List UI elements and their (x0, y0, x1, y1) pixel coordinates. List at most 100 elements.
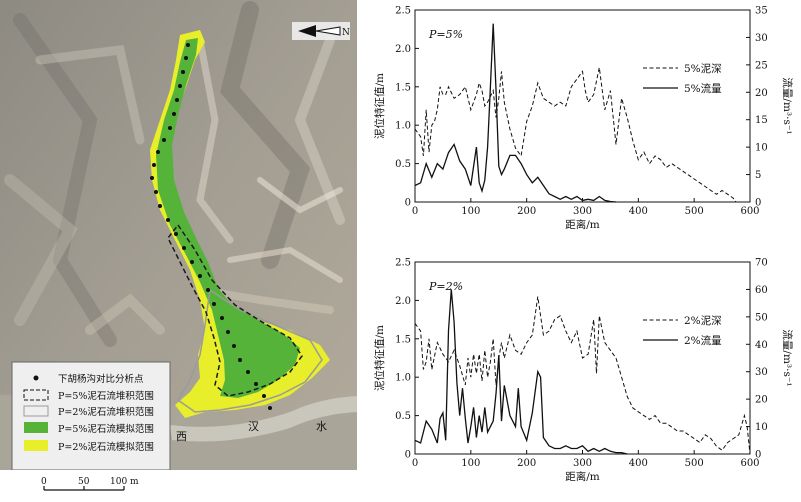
comparison-point (154, 190, 158, 194)
p2-deposition-outline (176, 288, 323, 413)
comparison-point (206, 288, 210, 292)
p5-simulation-area (156, 38, 300, 398)
y2-tick-label: 60 (755, 285, 768, 296)
x-tick-label: 100 (461, 206, 480, 217)
chart-legend: 5%泥深 5%流量 (643, 62, 722, 95)
y-tick-label: 1.5 (395, 334, 411, 345)
comparison-point (158, 204, 162, 208)
comparison-point (152, 163, 156, 167)
legend-yellow-symbol (24, 440, 48, 451)
x-tick-label: 500 (685, 206, 704, 217)
comparison-point (220, 316, 224, 320)
legend-label-p2-deposition: P=2%泥石流堆积范围 (58, 406, 154, 418)
chart-p5: 0 100 200 300 400 500 60000.51.01.52.02.505101… (373, 6, 794, 232)
y2-axis-label: 流量/m³·s⁻¹ (781, 329, 794, 386)
comparison-point (178, 84, 182, 88)
y-axis-label: 泥位特征值/m (373, 73, 386, 139)
y2-tick-label: 70 (755, 258, 768, 269)
y-tick-label: 1.5 (395, 82, 411, 93)
chart-p2: 0 100 200 300 400 500 60000.51.01.52.02.501020… (373, 258, 794, 484)
y-tick-label: 2.0 (395, 44, 411, 55)
legend-entry-label: 5%泥深 (684, 62, 722, 75)
y-tick-label: 1.0 (395, 121, 411, 132)
scale-tick-0: 0 (41, 477, 47, 487)
legend-entry-label: 2%泥深 (684, 314, 722, 327)
y2-axis-label: 流量/m³·s⁻¹ (781, 77, 794, 134)
comparison-point (168, 126, 172, 130)
legend-gray-symbol (23, 405, 49, 417)
depth-series-line (414, 296, 751, 455)
y-tick-label: 2.0 (395, 296, 411, 307)
comparison-point (175, 98, 179, 102)
debris-flow-map: N 西 汉 水 下胡杨沟对比分析点 P=5%泥石流堆积范围 P=2%泥石流堆积范… (0, 0, 357, 502)
y2-tick-label: 10 (755, 143, 768, 154)
x-tick-label: 100 (461, 458, 480, 469)
discharge-series-line (414, 289, 628, 455)
legend-entry-label: 5%流量 (684, 82, 722, 95)
y-tick-label: 0 (405, 198, 411, 209)
comparison-point (162, 138, 166, 142)
comparison-point (181, 70, 185, 74)
y2-tick-label: 20 (755, 395, 768, 406)
x-tick-label: 300 (573, 206, 592, 217)
north-arrow: N (292, 22, 350, 40)
legend-label-p2-simulation: P=2%泥石流模拟范围 (58, 441, 154, 453)
comparison-point (150, 176, 154, 180)
y-tick-label: 0 (405, 450, 411, 461)
scale-bar: 0 50 100 m (0, 470, 357, 502)
map-legend: 下胡杨沟对比分析点 P=5%泥石流堆积范围 P=2%泥石流堆积范围 P=5%泥石… (11, 361, 171, 471)
comparison-point (226, 330, 230, 334)
comparison-points (150, 43, 272, 410)
y2-tick-label: 50 (755, 312, 768, 323)
y-tick-label: 2.5 (395, 6, 411, 17)
x-tick-label: 200 (517, 458, 536, 469)
y2-tick-label: 25 (755, 60, 768, 71)
legend-green-symbol (24, 422, 48, 433)
discharge-series-line (414, 23, 617, 203)
y-axis-label: 泥位特征值/m (373, 325, 386, 391)
legend-label-p5-deposition: P=5%泥石流堆积范围 (58, 390, 154, 402)
chart-legend: 2%泥深 2%流量 (643, 314, 722, 347)
x-axis-label: 距离/m (565, 218, 600, 231)
x-tick-label: 400 (629, 458, 648, 469)
p5-deposition-outline (167, 223, 303, 397)
comparison-point (182, 246, 186, 250)
comparison-point (268, 406, 272, 410)
depth-series-line (414, 67, 737, 203)
y2-tick-label: 40 (755, 340, 768, 351)
comparison-point (238, 358, 242, 362)
comparison-point (190, 260, 194, 264)
scale-tick-100: 100 m (110, 477, 139, 487)
comparison-point (262, 394, 266, 398)
river-channel (170, 396, 357, 442)
x-tick-label: 500 (685, 458, 704, 469)
x-tick-label: 200 (517, 206, 536, 217)
river-label-shui: 水 (316, 420, 327, 433)
x-tick-label: 400 (629, 206, 648, 217)
river-label-xi: 西 (176, 430, 187, 443)
x-tick-label: 0 (412, 206, 418, 217)
y2-tick-label: 30 (755, 33, 768, 44)
x-axis-label: 距离/m (565, 470, 600, 483)
x-tick-label: 600 (740, 458, 759, 469)
legend-entry-label: 2%流量 (684, 334, 722, 347)
comparison-point (172, 112, 176, 116)
y2-tick-label: 15 (755, 115, 768, 126)
north-label: N (342, 28, 350, 38)
x-tick-label: 300 (573, 458, 592, 469)
legend-dashed-symbol (23, 389, 49, 401)
comparison-point (246, 370, 250, 374)
legend-label-p5-simulation: P=5%泥石流模拟范围 (58, 423, 154, 435)
river-label-han: 汉 (248, 420, 259, 433)
y2-tick-label: 5 (755, 170, 761, 181)
legend-label-points: 下胡杨沟对比分析点 (58, 373, 144, 385)
y-tick-label: 0.5 (395, 159, 411, 170)
comparison-point (174, 232, 178, 236)
x-tick-label: 600 (740, 206, 759, 217)
comparison-point (156, 150, 160, 154)
comparison-point (254, 382, 258, 386)
x-tick-label: 0 (412, 458, 418, 469)
y2-tick-label: 0 (755, 450, 761, 461)
y2-tick-label: 10 (755, 422, 768, 433)
y2-tick-label: 30 (755, 367, 768, 378)
